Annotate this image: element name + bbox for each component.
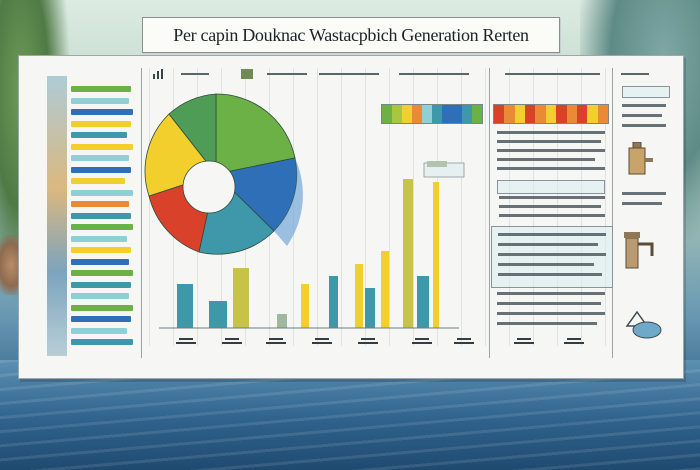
text-line — [497, 302, 601, 305]
info-panel — [491, 226, 613, 288]
vertical-bar-chart — [159, 179, 459, 329]
page-title: Per capin Douknac Wastacpbich Generation… — [173, 25, 529, 45]
list-bar — [71, 247, 131, 253]
list-bar — [71, 132, 127, 138]
list-bar — [71, 293, 129, 299]
tick-label — [221, 338, 243, 348]
list-bar — [71, 316, 131, 322]
bar-chart-icon — [153, 69, 163, 81]
chart-canvas — [144, 93, 465, 329]
list-bar — [71, 327, 127, 334]
list-bar — [71, 143, 133, 150]
toolbar-text — [181, 73, 209, 75]
text-line — [497, 312, 605, 315]
text-line — [622, 124, 666, 127]
text-line — [499, 214, 605, 217]
list-bar — [71, 97, 129, 104]
text-line — [498, 243, 598, 246]
faucet-icon — [622, 226, 662, 277]
text-line — [622, 192, 666, 195]
tick-label — [265, 338, 287, 348]
donut-slice — [215, 157, 298, 232]
chart-bar — [233, 268, 249, 328]
list-bar — [71, 109, 133, 115]
text-line — [498, 233, 606, 236]
text-line — [497, 131, 605, 134]
chart-bar — [177, 284, 193, 328]
label-box — [622, 86, 670, 98]
donut-slice-shadow — [274, 158, 303, 246]
chart-bar — [209, 301, 227, 328]
list-bar — [71, 201, 129, 207]
toolbar-text — [267, 73, 307, 75]
chart-bar — [277, 314, 287, 328]
tick-label — [453, 338, 475, 348]
tick-label — [411, 338, 433, 348]
list-bar — [71, 189, 133, 196]
water-tank-icon — [623, 141, 653, 187]
text-line — [498, 263, 594, 266]
tick-label — [311, 338, 333, 348]
tick-label — [513, 338, 535, 348]
text-line — [498, 253, 606, 256]
text-line — [622, 104, 666, 107]
donut-slice — [168, 93, 217, 176]
list-bar — [71, 155, 129, 161]
chart-bar — [381, 251, 389, 328]
divider — [141, 68, 142, 358]
divider — [612, 68, 613, 358]
text-line — [497, 158, 595, 161]
callout-box — [423, 161, 465, 178]
toolbar-text — [319, 73, 379, 75]
text-line — [498, 273, 602, 276]
divider — [489, 68, 490, 358]
list-bar — [71, 304, 133, 311]
highlight-row — [497, 180, 605, 194]
chart-bar — [355, 264, 363, 328]
list-bar — [71, 339, 133, 345]
list-bar — [71, 178, 125, 184]
chart-bar — [301, 284, 309, 328]
chart-bar — [329, 276, 338, 328]
text-line — [622, 114, 662, 117]
text-line — [497, 140, 601, 143]
text-line — [497, 322, 597, 325]
chart-bar — [403, 179, 413, 328]
text-line — [497, 292, 605, 295]
grid-icon — [241, 69, 253, 81]
text-line — [499, 205, 601, 208]
water-drop-icon — [623, 306, 663, 347]
decorative-strip — [47, 76, 67, 356]
tick-label — [175, 338, 197, 348]
title-banner: Per capin Douknac Wastacpbich Generation… — [142, 17, 560, 53]
list-bar — [71, 224, 133, 230]
color-legend-strip — [493, 104, 609, 124]
text-line — [622, 202, 662, 205]
color-legend-strip — [381, 104, 483, 124]
tick-label — [357, 338, 379, 348]
donut-hole — [182, 160, 236, 214]
text-line — [497, 149, 605, 152]
list-bar — [71, 235, 127, 242]
list-bar — [71, 166, 131, 173]
donut-chart — [144, 93, 303, 255]
list-bar — [71, 270, 133, 276]
text-line — [499, 196, 605, 199]
horizontal-bar-list — [71, 86, 133, 351]
tick-label — [563, 338, 585, 348]
list-bar — [71, 258, 129, 265]
toolbar-text — [399, 73, 469, 75]
chart-bar — [365, 288, 375, 328]
chart-bar — [417, 276, 429, 328]
list-bar — [71, 86, 131, 92]
list-bar — [71, 281, 131, 288]
list-bar — [71, 212, 131, 219]
toolbar-text — [505, 73, 600, 75]
text-line — [497, 167, 605, 170]
chart-bar — [433, 182, 439, 328]
infographic-board — [18, 55, 684, 379]
toolbar-text — [621, 73, 649, 75]
list-bar — [71, 120, 131, 127]
donut-slice — [215, 93, 296, 175]
